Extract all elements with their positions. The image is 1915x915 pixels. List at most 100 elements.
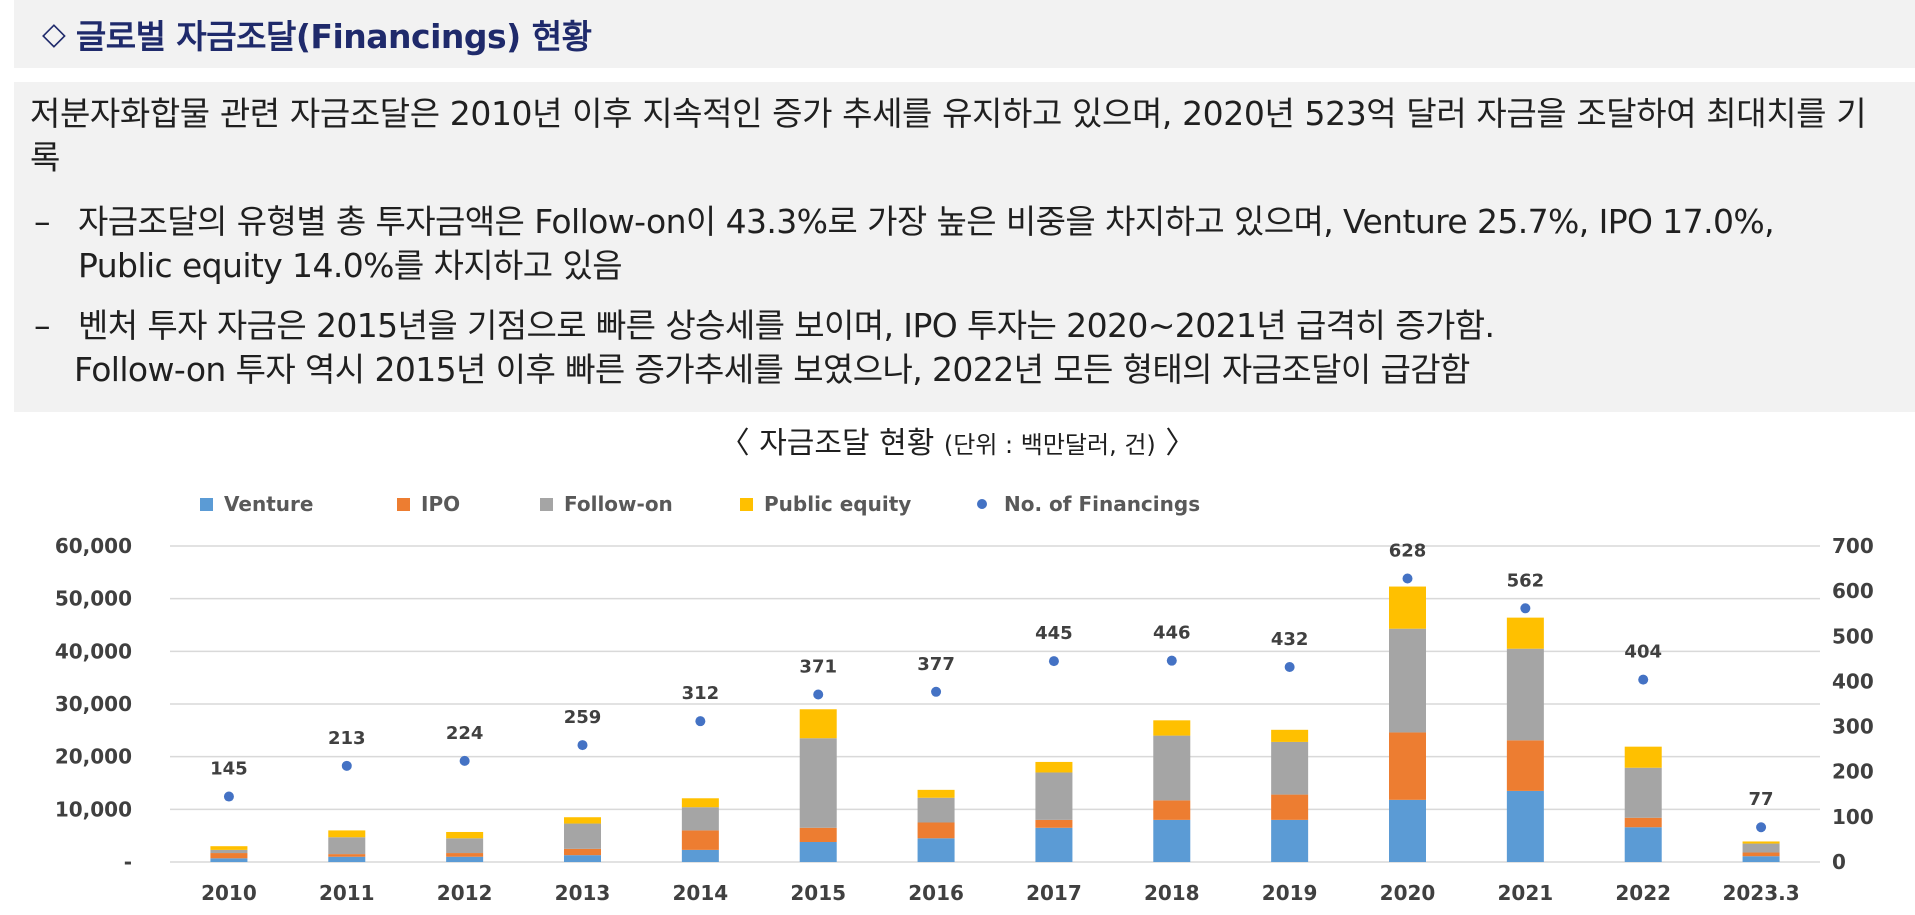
bar-public-equity bbox=[917, 789, 955, 798]
bullet-1-line-1: 자금조달의 유형별 총 투자금액은 Follow-on이 43.3%로 가장 높… bbox=[78, 202, 1775, 241]
x-tick-label: 2013 bbox=[555, 881, 611, 905]
bullet-2-line-2: Follow-on 투자 역시 2015년 이후 빠른 증가추세를 보였으나, … bbox=[74, 350, 1470, 389]
bar-ipo bbox=[917, 822, 955, 839]
bar-ipo bbox=[1624, 817, 1662, 828]
x-tick-label: 2016 bbox=[908, 881, 964, 905]
financings-data-label: 77 bbox=[1749, 789, 1774, 810]
chart-title-open-bracket: 〈 bbox=[719, 426, 750, 461]
x-tick-label: 2020 bbox=[1380, 881, 1436, 905]
x-tick-label: 2021 bbox=[1498, 881, 1554, 905]
financings-data-label: 562 bbox=[1507, 570, 1545, 591]
diamond-icon: ◇ bbox=[42, 16, 66, 52]
chart-title-close-bracket: 〉 bbox=[1165, 426, 1196, 461]
financings-point bbox=[931, 686, 942, 697]
bar-venture bbox=[1035, 827, 1073, 862]
bar-venture bbox=[1389, 799, 1426, 862]
y-left-tick-label: 10,000 bbox=[55, 797, 132, 821]
title-bar: ◇ 글로벌 자금조달(Financings) 현황 bbox=[14, 0, 1915, 68]
bar-ipo bbox=[799, 827, 837, 842]
x-tick-label: 2011 bbox=[319, 881, 375, 905]
bar-venture bbox=[799, 841, 837, 862]
bar-ipo bbox=[1506, 740, 1544, 791]
chart-title: 〈 자금조달 현황 (단위 : 백만달러, 건) 〉 bbox=[0, 418, 1915, 462]
bar-ipo bbox=[1742, 852, 1780, 857]
bar-venture bbox=[1271, 819, 1309, 862]
bar-venture bbox=[564, 855, 601, 862]
financings-data-label: 371 bbox=[799, 657, 837, 678]
summary-box: 저분자화합물 관련 자금조달은 2010년 이후 지속적인 증가 추세를 유지하… bbox=[14, 82, 1915, 412]
bar-ipo bbox=[446, 853, 484, 857]
financings-point bbox=[1638, 674, 1649, 685]
financings-point bbox=[695, 716, 706, 727]
bullet-dash: – bbox=[34, 306, 51, 345]
bar-public-equity bbox=[328, 830, 366, 838]
bar-public-equity bbox=[564, 817, 601, 824]
x-tick-label: 2012 bbox=[437, 881, 493, 905]
financings-point bbox=[223, 791, 234, 802]
y-right-tick-label: 100 bbox=[1832, 805, 1874, 829]
y-right-tick-label: 700 bbox=[1832, 534, 1874, 558]
bar-public-equity bbox=[1506, 617, 1544, 649]
bar-ipo bbox=[328, 854, 366, 857]
bar-public-equity bbox=[210, 846, 248, 850]
x-tick-label: 2017 bbox=[1026, 881, 1082, 905]
bar-follow-on bbox=[1742, 843, 1780, 853]
x-tick-label: 2010 bbox=[201, 881, 257, 905]
financings-data-label: 213 bbox=[328, 728, 366, 749]
bar-public-equity bbox=[1624, 746, 1662, 768]
bar-public-equity bbox=[1153, 720, 1191, 736]
bar-ipo bbox=[681, 830, 719, 850]
bar-follow-on bbox=[210, 849, 248, 854]
bullet-dash: – bbox=[34, 202, 51, 241]
bar-follow-on bbox=[564, 823, 601, 849]
financings-data-label: 259 bbox=[564, 707, 602, 728]
legend-label: Follow-on bbox=[564, 492, 673, 516]
bullet-1: – 자금조달의 유형별 총 투자금액은 Follow-on이 43.3%로 가장… bbox=[34, 200, 1894, 288]
bar-ipo bbox=[1035, 819, 1073, 828]
y-right-tick-label: 0 bbox=[1832, 850, 1846, 874]
financings-point bbox=[341, 760, 352, 771]
y-left-tick-label: 30,000 bbox=[55, 692, 132, 716]
x-tick-label: 2019 bbox=[1262, 881, 1318, 905]
y-left-tick-label: 50,000 bbox=[55, 587, 132, 611]
bar-follow-on bbox=[799, 738, 837, 828]
legend-marker bbox=[977, 499, 987, 509]
financings-point bbox=[1756, 822, 1767, 833]
bullet-2: – 벤처 투자 자금은 2015년을 기점으로 빠른 상승세를 보이며, IPO… bbox=[34, 304, 1894, 392]
legend-swatch bbox=[397, 498, 410, 511]
bar-follow-on bbox=[328, 837, 366, 855]
bar-ipo bbox=[1153, 800, 1191, 820]
bar-venture bbox=[1742, 856, 1780, 862]
bar-follow-on bbox=[1506, 648, 1544, 741]
bar-follow-on bbox=[1624, 767, 1662, 818]
y-left-tick-label: 20,000 bbox=[55, 745, 132, 769]
legend-label: No. of Financings bbox=[1004, 492, 1200, 516]
bar-public-equity bbox=[1742, 841, 1780, 844]
legend-label: Public equity bbox=[764, 492, 911, 516]
x-tick-label: 2015 bbox=[790, 881, 846, 905]
x-tick-label: 2014 bbox=[673, 881, 729, 905]
bar-follow-on bbox=[1271, 741, 1309, 795]
x-tick-label: 2022 bbox=[1615, 881, 1671, 905]
y-right-tick-label: 400 bbox=[1832, 669, 1874, 693]
legend-swatch bbox=[540, 498, 553, 511]
financings-point bbox=[1048, 656, 1059, 667]
chart-title-main: 자금조달 현황 bbox=[759, 426, 935, 461]
bar-public-equity bbox=[1271, 729, 1309, 742]
y-right-tick-label: 500 bbox=[1832, 624, 1874, 648]
legend-label: Venture bbox=[224, 492, 313, 516]
financings-data-label: 312 bbox=[682, 683, 720, 704]
bar-public-equity bbox=[1035, 761, 1073, 773]
bar-follow-on bbox=[1153, 735, 1191, 801]
bullet-2-line-1: 벤처 투자 자금은 2015년을 기점으로 빠른 상승세를 보이며, IPO 투… bbox=[78, 306, 1495, 345]
financings-point bbox=[577, 740, 588, 751]
financings-data-label: 224 bbox=[446, 723, 484, 744]
legend-swatch bbox=[200, 498, 213, 511]
bar-follow-on bbox=[1389, 628, 1426, 733]
bar-ipo bbox=[1271, 794, 1309, 820]
financings-data-label: 145 bbox=[210, 759, 248, 780]
bar-ipo bbox=[210, 853, 248, 859]
y-right-tick-label: 300 bbox=[1832, 715, 1874, 739]
financings-point bbox=[1402, 573, 1413, 584]
financings-point bbox=[1166, 655, 1177, 666]
